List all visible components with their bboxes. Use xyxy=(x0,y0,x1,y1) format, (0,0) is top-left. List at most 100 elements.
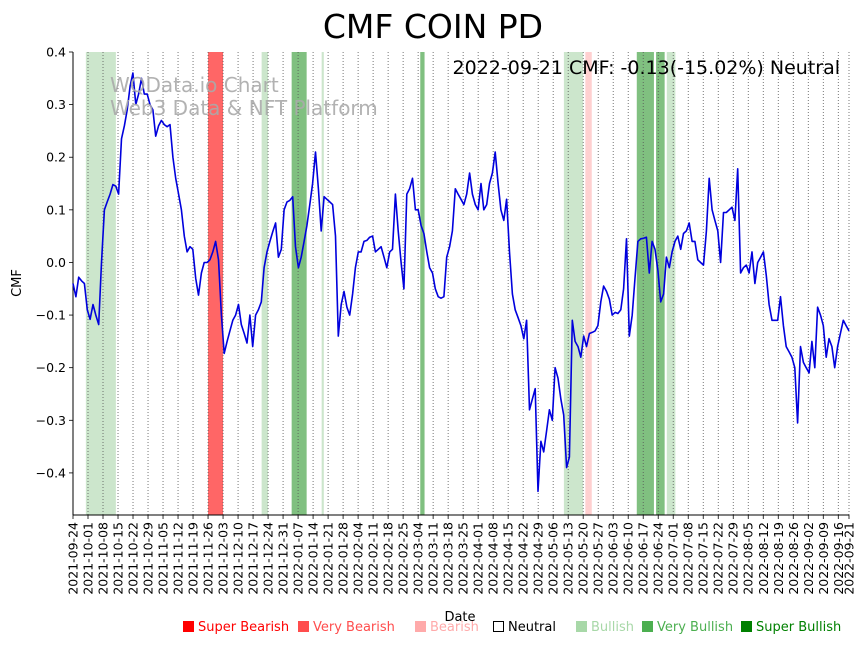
watermark-line-2: Web3 Data & NFT Platform xyxy=(110,96,378,120)
y-tick-label: −0.3 xyxy=(36,413,66,428)
band-very-bullish xyxy=(291,52,307,515)
x-tick-label: 2022-05-06 xyxy=(546,522,561,595)
band-bullish xyxy=(88,52,116,515)
legend-item-super-bearish: Super Bearish xyxy=(183,620,289,635)
legend-item-bearish: Bearish xyxy=(415,620,479,635)
x-tick-label: 2021-11-26 xyxy=(201,522,216,595)
x-tick-label: 2022-04-29 xyxy=(531,522,546,595)
x-tick-label: 2022-04-08 xyxy=(486,522,501,595)
x-tick-label: 2022-02-25 xyxy=(396,522,411,595)
legend-swatch xyxy=(642,621,653,632)
x-tick-label: 2022-04-22 xyxy=(516,522,531,595)
y-tick-label: −0.4 xyxy=(36,465,66,480)
band-bullish xyxy=(261,52,269,515)
legend-item-super-bullish: Super Bullish xyxy=(741,620,841,635)
x-tick-label: 2022-07-15 xyxy=(696,522,711,595)
legend-item-neutral: Neutral xyxy=(493,620,556,635)
x-tick-label: 2022-03-11 xyxy=(426,522,441,595)
band-bullish xyxy=(85,52,89,515)
x-tick-label: 2021-12-17 xyxy=(246,522,261,595)
x-tick-label: 2022-02-11 xyxy=(366,522,381,595)
band-very-bullish xyxy=(420,52,425,515)
band-bullish xyxy=(563,52,584,515)
legend-swatch xyxy=(415,621,426,632)
y-tick-label: −0.2 xyxy=(36,360,66,375)
band-very-bearish xyxy=(208,52,224,515)
x-tick-label: 2021-10-22 xyxy=(126,522,141,595)
x-tick-label: 2022-01-28 xyxy=(336,522,351,595)
legend-item-very-bearish: Very Bearish xyxy=(298,620,395,635)
x-tick-label: 2022-08-26 xyxy=(786,522,801,595)
legend-label: Bullish xyxy=(591,620,635,635)
latest-value-annotation: 2022-09-21 CMF: -0.13(-15.02%) Neutral xyxy=(453,57,840,79)
y-tick-label: 0.4 xyxy=(46,45,66,60)
x-tick-label: 2022-03-18 xyxy=(441,522,456,595)
x-tick-label: 2022-05-13 xyxy=(561,522,576,595)
y-axis-label: CMF xyxy=(10,269,25,297)
x-tick-label: 2022-07-22 xyxy=(711,522,726,595)
x-tick-label: 2022-09-16 xyxy=(831,522,846,595)
x-tick-label: 2022-08-05 xyxy=(741,522,756,595)
y-tick-label: −0.1 xyxy=(36,308,66,323)
watermark-line-1: WQData.io Chart xyxy=(110,73,279,97)
x-tick-label: 2022-02-18 xyxy=(381,522,396,595)
x-tick-label: 2022-08-19 xyxy=(771,522,786,595)
x-tick-label: 2022-06-24 xyxy=(651,522,666,595)
x-tick-label: 2022-04-15 xyxy=(501,522,516,595)
legend-swatch xyxy=(741,621,752,632)
x-tick-label: 2021-12-10 xyxy=(231,522,246,595)
cmf-series xyxy=(72,72,850,493)
legend-label: Super Bullish xyxy=(756,620,842,635)
legend-label: Bearish xyxy=(430,620,479,635)
vertical-grid xyxy=(72,52,850,515)
x-tick-label: 2022-09-09 xyxy=(816,522,831,595)
legend-item-bullish: Bullish xyxy=(576,620,634,635)
legend-swatch xyxy=(576,621,587,632)
x-tick-label: 2021-11-19 xyxy=(186,522,201,595)
band-bullish xyxy=(666,52,676,515)
x-tick-label: 2021-09-24 xyxy=(66,522,81,595)
x-tick-label: 2021-12-03 xyxy=(216,522,231,595)
x-tick-label: 2022-03-04 xyxy=(411,522,426,595)
x-tick-label: 2022-06-17 xyxy=(636,522,651,595)
legend-swatch xyxy=(493,621,504,632)
legend-swatch xyxy=(183,621,194,632)
x-axis-label: Date xyxy=(444,610,475,625)
axes: 2021-09-24 2021-10-01 2021-10-08 2021-10-15… xyxy=(36,45,857,595)
x-tick-label: 2022-01-14 xyxy=(306,522,321,595)
legend-swatch xyxy=(298,621,309,632)
x-tick-label: 2022-05-27 xyxy=(591,522,606,595)
x-tick-label: 2022-09-21 xyxy=(842,522,857,595)
x-tick-label: 2022-01-07 xyxy=(291,522,306,595)
x-tick-label: 2021-11-12 xyxy=(171,522,186,595)
legend-label: Super Bearish xyxy=(198,620,290,635)
x-tick-label: 2021-10-29 xyxy=(141,522,156,595)
x-tick-label: 2022-08-12 xyxy=(756,522,771,595)
y-tick-label: 0.3 xyxy=(46,97,66,112)
legend: Super Bearish Very Bearish Bearish Neutral B… xyxy=(0,620,867,640)
x-tick-label: 2021-10-01 xyxy=(81,522,96,595)
x-tick-label: 2022-07-29 xyxy=(726,522,741,595)
x-tick-label: 2021-10-15 xyxy=(111,522,126,595)
cmf-line xyxy=(72,72,850,493)
legend-label: Very Bullish xyxy=(657,620,734,635)
x-tick-label: 2022-07-08 xyxy=(681,522,696,595)
legend-label: Neutral xyxy=(508,620,556,635)
legend-item-very-bullish: Very Bullish xyxy=(642,620,733,635)
x-tick-label: 2021-11-05 xyxy=(156,522,171,595)
band-bearish xyxy=(585,52,592,515)
band-very-bullish xyxy=(636,52,654,515)
y-tick-label: 0.2 xyxy=(46,150,66,165)
x-tick-label: 2022-09-02 xyxy=(801,522,816,595)
x-tick-label: 2021-12-24 xyxy=(261,522,276,595)
x-tick-label: 2022-03-25 xyxy=(456,522,471,595)
y-tick-label: 0.0 xyxy=(46,255,66,270)
x-tick-label: 2022-06-03 xyxy=(606,522,621,595)
band-bullish xyxy=(321,52,324,515)
x-tick-label: 2022-02-04 xyxy=(351,522,366,595)
x-tick-label: 2022-01-21 xyxy=(321,522,336,595)
legend-label: Very Bearish xyxy=(313,620,395,635)
x-tick-label: 2022-07-01 xyxy=(666,522,681,595)
x-tick-label: 2021-10-08 xyxy=(96,522,111,595)
